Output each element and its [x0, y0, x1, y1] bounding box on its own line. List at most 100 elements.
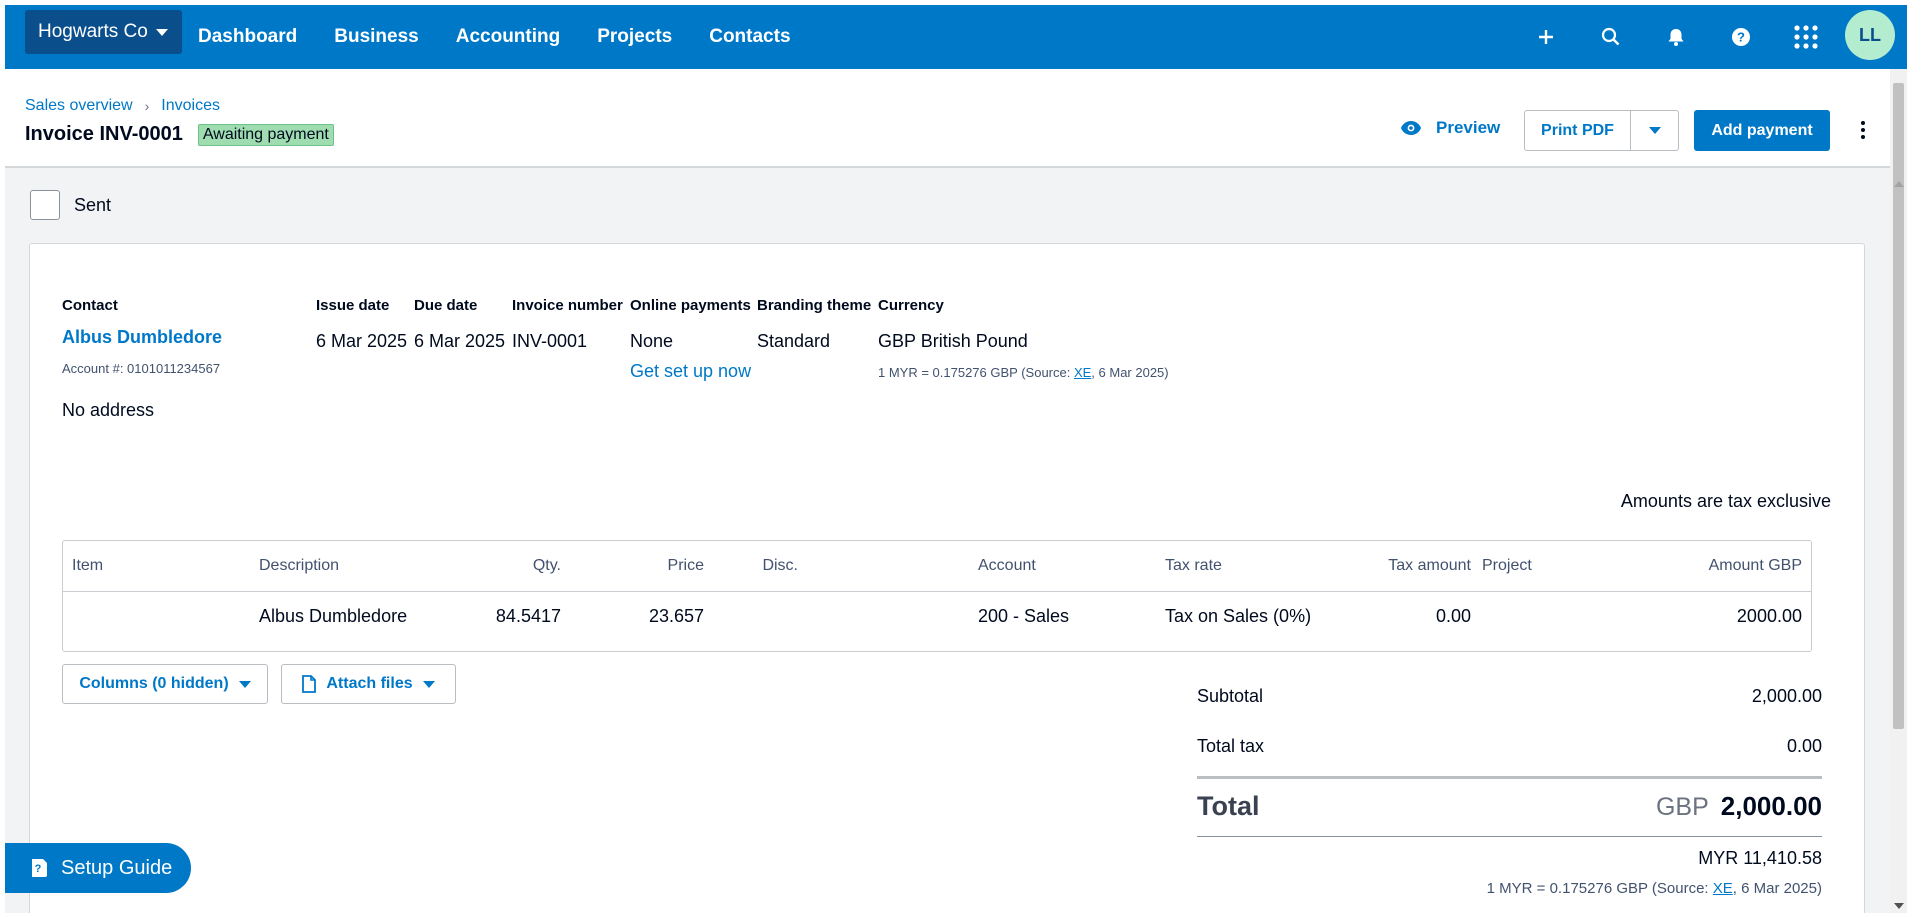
breadcrumb: Sales overview › Invoices: [25, 97, 220, 115]
cell-tax-amount[interactable]: 0.00: [1435, 606, 1471, 626]
avatar[interactable]: LL: [1845, 10, 1895, 60]
issue-date-value[interactable]: 6 Mar 2025: [316, 331, 408, 351]
total-row: Total GBP 2,000.00: [1197, 791, 1822, 825]
svg-text:?: ?: [35, 863, 42, 875]
breadcrumb-sales-overview[interactable]: Sales overview: [25, 97, 133, 114]
bell-icon[interactable]: [1643, 5, 1708, 69]
subtotal-value: 2,000.00: [1751, 686, 1822, 706]
branding-theme-value[interactable]: Standard: [757, 331, 831, 351]
scrollbar-thumb[interactable]: [1893, 83, 1904, 729]
app-frame: Hogwarts Co Dashboard Business Accountin…: [5, 5, 1907, 913]
total-currency: GBP: [1655, 793, 1709, 821]
contact-name-link[interactable]: Albus Dumbledore: [62, 327, 223, 347]
exchange-rate-suffix: , 6 Mar 2025): [1091, 365, 1169, 380]
currency-value[interactable]: GBP British Pound: [878, 331, 1028, 351]
columns-button[interactable]: Columns (0 hidden): [62, 664, 268, 704]
breadcrumb-invoices[interactable]: Invoices: [161, 97, 220, 114]
scroll-up-icon[interactable]: [1894, 181, 1904, 187]
preview-label: Preview: [1436, 118, 1501, 137]
total-tax-row: Total tax 0.00: [1197, 736, 1822, 757]
invoice-card: Contact Albus Dumbledore Account #: 0101…: [29, 243, 1865, 913]
total-bottom-divider: [1197, 836, 1822, 837]
chevron-down-icon: [155, 28, 168, 36]
total-xe-link[interactable]: XE: [1712, 880, 1733, 897]
nav-accounting[interactable]: Accounting: [455, 26, 561, 47]
more-options-icon[interactable]: [1853, 117, 1873, 143]
nav-dashboard[interactable]: Dashboard: [198, 26, 298, 47]
total-tax-label: Total tax: [1197, 736, 1265, 756]
apps-grid-icon[interactable]: [1773, 5, 1838, 69]
exchange-rate-prefix: 1 MYR = 0.175276 GBP (Source:: [878, 365, 1074, 380]
svg-text:?: ?: [1737, 30, 1745, 45]
preview-button[interactable]: Preview: [1400, 118, 1500, 138]
columns-button-label: Columns (0 hidden): [79, 675, 229, 692]
col-account: Account: [978, 557, 1036, 574]
print-options-button[interactable]: [1631, 111, 1678, 150]
total-tax-value: 0.00: [1786, 736, 1822, 756]
help-icon[interactable]: ?: [1708, 5, 1773, 69]
setup-guide-icon: ?: [32, 859, 47, 877]
total-divider: [1197, 776, 1822, 779]
cell-account[interactable]: 200 - Sales: [978, 606, 1070, 626]
page-title-row: Invoice INV-0001 Awaiting payment: [25, 123, 334, 146]
invoice-number-value[interactable]: INV-0001: [512, 331, 588, 351]
invoice-number-label: Invoice number: [512, 297, 623, 314]
tax-mode[interactable]: Amounts are tax exclusive: [1620, 491, 1831, 511]
online-payments-label: Online payments: [630, 297, 751, 314]
total-rate-suffix: , 6 Mar 2025): [1732, 880, 1822, 897]
file-icon: [302, 675, 317, 693]
col-description: Description: [259, 557, 340, 574]
branding-theme-label: Branding theme: [757, 297, 872, 314]
line-items-table: Item Description Qty. Price Disc. Accoun…: [62, 540, 1812, 652]
issue-date-label: Issue date: [316, 297, 390, 314]
cell-amount[interactable]: 2000.00: [1736, 606, 1802, 626]
col-qty: Qty.: [532, 557, 561, 574]
total-rate-prefix: 1 MYR = 0.175276 GBP (Source:: [1486, 880, 1713, 897]
contact-address: No address: [62, 400, 155, 420]
nav-icons: ?: [1513, 5, 1838, 69]
table-header: Item Description Qty. Price Disc. Accoun…: [63, 541, 1811, 592]
col-disc: Disc.: [762, 557, 798, 574]
col-tax-amount: Tax amount: [1388, 557, 1471, 574]
org-switcher[interactable]: Hogwarts Co: [25, 10, 182, 54]
cell-description[interactable]: Albus Dumbledore: [259, 606, 408, 626]
due-date-label: Due date: [414, 297, 478, 314]
nav-links: Dashboard Business Accounting Projects C…: [198, 5, 828, 69]
attach-files-label: Attach files: [326, 675, 413, 692]
sent-checkbox[interactable]: [30, 190, 60, 220]
xe-source-link[interactable]: XE: [1073, 365, 1092, 380]
chevron-down-icon: [238, 680, 251, 688]
total-exchange-rate: 1 MYR = 0.175276 GBP (Source: XE, 6 Mar …: [1487, 880, 1822, 897]
total-label: Total: [1197, 791, 1260, 821]
due-date-value[interactable]: 6 Mar 2025: [414, 331, 506, 351]
get-set-up-link[interactable]: Get set up now: [630, 361, 752, 381]
page-header: Sales overview › Invoices Invoice INV-00…: [5, 69, 1890, 168]
chevron-down-icon: [422, 680, 435, 688]
attach-files-button[interactable]: Attach files: [281, 664, 456, 704]
cell-price[interactable]: 23.657: [648, 606, 704, 626]
nav-contacts[interactable]: Contacts: [709, 26, 791, 47]
chevron-down-icon: [1648, 127, 1661, 134]
scrollbar[interactable]: [1890, 69, 1907, 913]
setup-guide-label: Setup Guide: [61, 856, 173, 879]
cell-tax-rate[interactable]: Tax on Sales (0%): [1165, 606, 1312, 626]
add-payment-button[interactable]: Add payment: [1694, 110, 1830, 151]
sent-toggle[interactable]: Sent: [30, 190, 111, 220]
nav-projects[interactable]: Projects: [597, 26, 673, 47]
scroll-down-icon[interactable]: [1894, 903, 1904, 909]
col-tax-rate: Tax rate: [1165, 557, 1222, 574]
setup-guide-button[interactable]: ? Setup Guide: [5, 843, 191, 893]
myr-total: MYR 11,410.58: [1698, 848, 1822, 868]
col-price: Price: [667, 557, 704, 574]
cell-qty[interactable]: 84.5417: [495, 606, 561, 626]
subtotal-row: Subtotal 2,000.00: [1197, 686, 1822, 707]
online-payments-value: None: [630, 331, 674, 351]
plus-icon[interactable]: [1513, 5, 1578, 69]
print-pdf-group: Print PDF: [1524, 110, 1679, 151]
exchange-rate: 1 MYR = 0.175276 GBP (Source: XE, 6 Mar …: [878, 365, 1169, 380]
account-number: Account #: 0101011234567: [62, 361, 221, 376]
search-icon[interactable]: [1578, 5, 1643, 69]
nav-business[interactable]: Business: [334, 26, 419, 47]
subtotal-label: Subtotal: [1197, 686, 1264, 706]
print-pdf-button[interactable]: Print PDF: [1525, 111, 1631, 150]
